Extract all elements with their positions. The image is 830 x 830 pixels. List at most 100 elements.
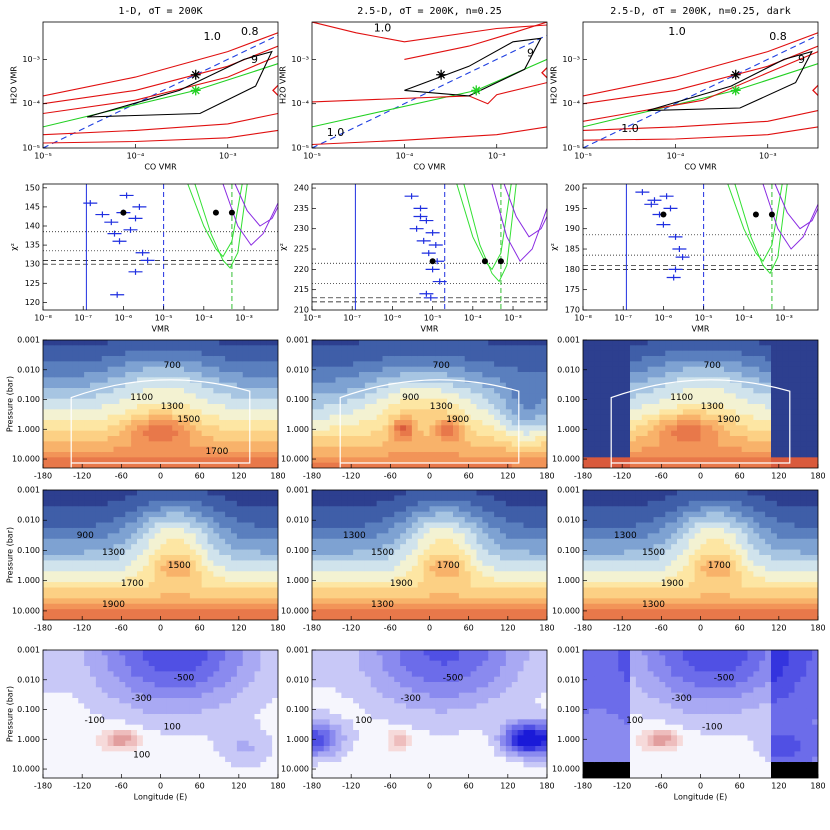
contour-fill <box>90 404 97 410</box>
contour-fill <box>370 441 378 448</box>
contour-fill <box>776 430 784 437</box>
contour-fill <box>600 404 607 410</box>
contour-fill <box>441 587 448 594</box>
contour-fill <box>812 350 818 357</box>
contour-fill <box>411 404 419 410</box>
contour-fill <box>312 457 319 464</box>
contour-fill <box>125 462 132 468</box>
contour-fill <box>406 350 413 357</box>
contour-fill <box>382 495 389 502</box>
contour-fill <box>260 361 267 368</box>
contour-fill <box>347 452 354 458</box>
contour-fill <box>329 544 336 550</box>
contour-fill <box>500 457 507 464</box>
contour-fill <box>370 409 378 416</box>
contour-fill <box>677 366 684 373</box>
contour-fill <box>735 420 743 426</box>
contour-fill <box>659 462 666 468</box>
contour-fill <box>48 345 56 352</box>
contour-fill <box>541 457 547 464</box>
contour-fill <box>207 517 214 523</box>
contour-fill <box>382 393 389 400</box>
contour-fill <box>458 340 466 346</box>
contour-fill <box>317 522 325 529</box>
contour-fill <box>90 345 97 352</box>
contour-fill <box>172 538 179 545</box>
contour-fill <box>771 393 778 400</box>
contour-fill <box>248 565 255 572</box>
contour-fill <box>417 425 425 432</box>
contour-fill <box>125 356 132 362</box>
contour-fill <box>583 425 590 432</box>
contour-fill <box>48 544 56 550</box>
contour-fill <box>195 361 203 368</box>
contour-fill <box>341 614 348 620</box>
contour-fill <box>635 425 643 432</box>
contour-fill <box>95 462 103 468</box>
contour-fill <box>735 350 743 357</box>
contour-fill <box>535 425 542 432</box>
contour-fill <box>429 582 436 588</box>
contour-fill <box>107 420 114 426</box>
contour-fill <box>441 414 448 421</box>
contour-fill <box>312 522 319 529</box>
contour-fill <box>682 393 690 400</box>
contour-fill <box>90 603 97 610</box>
contour-fill <box>505 404 513 410</box>
contour-fill <box>682 388 690 394</box>
contour-fill <box>131 576 138 583</box>
contour-fill <box>806 361 813 368</box>
contour-fill <box>806 414 813 421</box>
contour-fill <box>213 527 220 534</box>
contour-fill <box>260 506 267 513</box>
contour-fill <box>160 533 167 540</box>
contour-fill <box>600 356 607 362</box>
contour-fill <box>624 388 631 394</box>
contour-fill <box>364 404 372 410</box>
contour-fill <box>219 555 226 561</box>
contour-fill <box>125 404 132 410</box>
contour-fill <box>653 462 660 468</box>
contour-fill <box>178 603 185 610</box>
contour-fill <box>166 372 173 378</box>
contour-fill <box>166 582 173 588</box>
contour-fill <box>600 350 607 357</box>
contour-fill <box>641 452 649 458</box>
contour-fill <box>606 425 613 432</box>
contour-fill <box>266 582 273 588</box>
contour-fill <box>771 404 778 410</box>
contour-fill <box>189 555 197 561</box>
contour-fill <box>131 522 138 529</box>
contour-fill <box>505 430 513 437</box>
contour-fill <box>95 511 103 518</box>
contour-fill <box>90 549 97 556</box>
contour-fill <box>476 495 483 502</box>
contour-fill <box>394 350 401 357</box>
contour-fill <box>137 425 144 432</box>
contour-fill <box>66 587 73 594</box>
contour-fill <box>225 614 232 620</box>
contour-fill <box>225 441 232 448</box>
contour-fill <box>219 398 226 405</box>
contour-fill <box>184 522 191 529</box>
contour-fill <box>48 420 56 426</box>
contour-fill <box>735 366 743 373</box>
contour-fill <box>90 398 97 405</box>
contour-fill <box>458 404 466 410</box>
contour-fill <box>347 398 354 405</box>
contour-fill <box>54 398 62 405</box>
contour-fill <box>137 576 144 583</box>
contour-fill <box>447 446 454 453</box>
contour-fill <box>765 356 772 362</box>
contour-fill <box>317 549 325 556</box>
contour-fill <box>329 609 336 615</box>
chi2-curve <box>491 184 547 263</box>
contour-fill <box>353 511 360 518</box>
contour-fill <box>272 409 278 416</box>
contour-fill <box>682 377 690 384</box>
contour-fill <box>219 576 226 583</box>
contour-fill <box>523 404 530 410</box>
contour-fill <box>659 361 666 368</box>
contour-fill <box>494 441 501 448</box>
